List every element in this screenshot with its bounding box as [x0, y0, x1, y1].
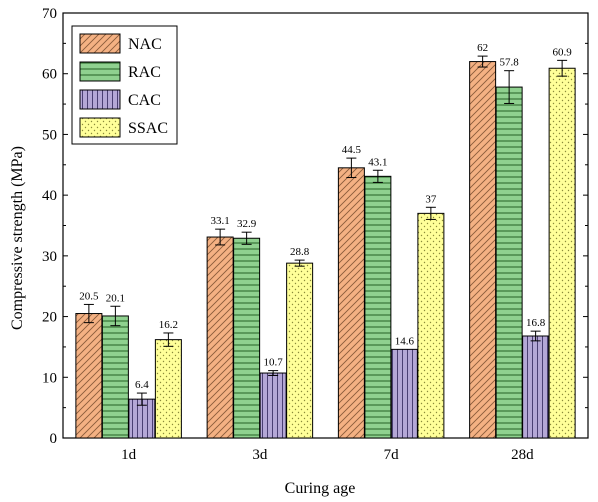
data-label: 60.9: [553, 46, 573, 58]
data-label: 20.1: [106, 292, 125, 304]
data-label: 33.1: [211, 215, 230, 227]
data-label: 43.1: [368, 156, 387, 168]
bar-ssac-3d: [286, 262, 314, 439]
legend-label-ssac: SSAC: [128, 120, 168, 137]
data-label: 28.8: [290, 246, 310, 258]
x-axis-label: Curing age: [285, 480, 356, 497]
y-tick-label: 60: [42, 67, 57, 83]
legend-swatch-ssac: [79, 117, 121, 138]
data-label: 44.5: [342, 144, 362, 156]
y-tick-label: 70: [42, 6, 57, 22]
bars-layer: [75, 61, 576, 439]
data-label: 16.2: [159, 319, 178, 331]
x-tick-label: 7d: [384, 447, 400, 463]
legend-label-rac: RAC: [128, 64, 161, 81]
y-axis: 0 10 20 30 40 50 60 70: [42, 6, 588, 447]
legend-swatch-rac: [79, 61, 121, 82]
bar-ssac-1d: [154, 339, 182, 439]
bar-nac-7d: [337, 167, 365, 439]
y-tick-label: 0: [50, 431, 58, 447]
bar-nac-28d: [469, 61, 497, 439]
legend-swatch-cac: [79, 89, 121, 110]
data-label: 16.8: [526, 317, 546, 329]
y-tick-label: 30: [42, 249, 57, 265]
y-tick-label: 10: [42, 370, 57, 386]
x-axis: 1d 3d 7d 28d: [121, 433, 534, 463]
x-tick-label: 3d: [252, 447, 268, 463]
y-axis-label: Compressive strength (MPa): [9, 146, 26, 330]
legend-label-cac: CAC: [128, 92, 161, 109]
data-labels-layer: 20.5 20.1 6.4 16.2 33.1 32.9 10.7 28.8 44.5 43.1 1…: [79, 42, 572, 391]
legend-swatch-nac: [79, 33, 121, 54]
x-tick-label: 1d: [121, 447, 137, 463]
data-label: 62: [477, 42, 488, 54]
bar-cac-3d: [259, 372, 287, 439]
y-tick-label: 40: [42, 188, 57, 204]
data-label: 14.6: [395, 335, 415, 347]
bar-rac-28d: [495, 86, 523, 439]
data-label: 37: [425, 193, 437, 205]
bar-ssac-7d: [417, 212, 445, 439]
bar-rac-3d: [233, 237, 261, 439]
bar-rac-7d: [364, 175, 392, 439]
bar-nac-1d: [75, 313, 103, 439]
legend: NAC RAC CAC SSAC: [71, 25, 178, 145]
y-tick-label: 20: [42, 310, 57, 326]
bar-cac-7d: [390, 348, 418, 439]
y-tick-label: 50: [42, 127, 57, 143]
data-label: 32.9: [237, 218, 257, 230]
bar-cac-28d: [522, 335, 550, 439]
bar-nac-3d: [206, 236, 234, 439]
error-bars-layer: [83, 55, 568, 406]
data-label: 20.5: [79, 290, 99, 302]
bar-ssac-28d: [548, 67, 576, 439]
x-tick-label: 28d: [511, 447, 534, 463]
bar-rac-1d: [101, 315, 129, 439]
data-label: 57.8: [500, 57, 520, 69]
data-label: 6.4: [135, 379, 149, 391]
legend-label-nac: NAC: [128, 36, 162, 53]
data-label: 10.7: [264, 357, 284, 369]
